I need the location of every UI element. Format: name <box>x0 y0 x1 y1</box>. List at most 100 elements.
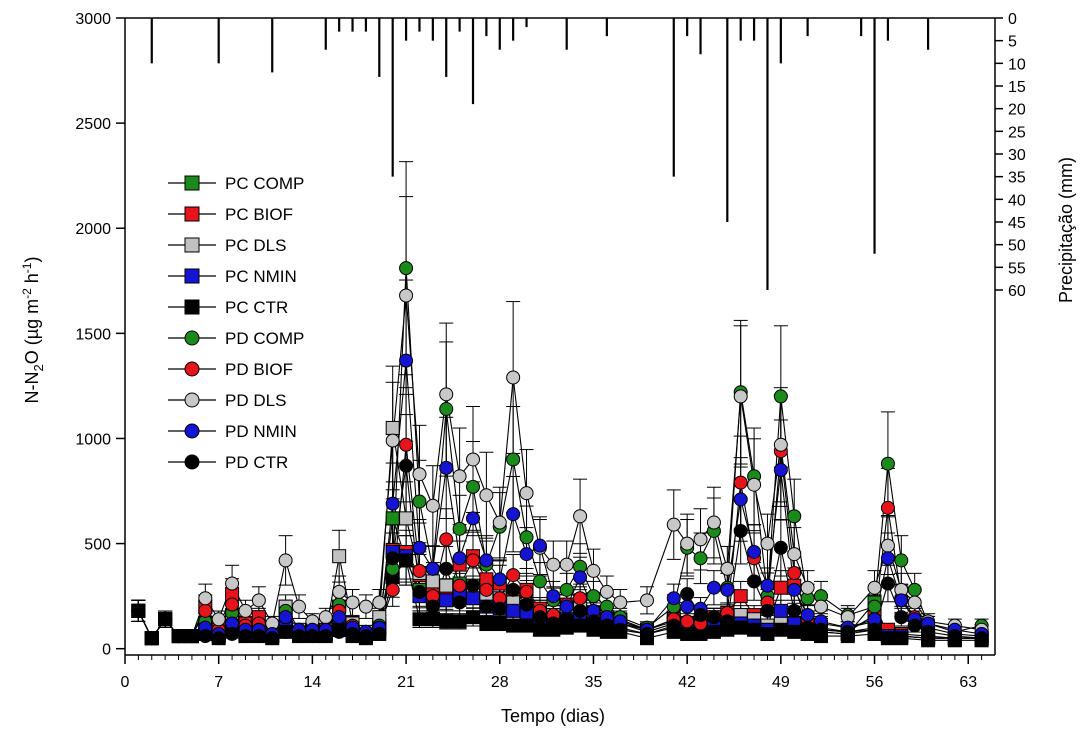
data-point-square <box>773 622 788 637</box>
data-point-square <box>506 618 521 633</box>
data-point-square <box>506 603 521 618</box>
y2-tick-label: 0 <box>1008 11 1017 28</box>
data-point-circle <box>573 591 588 606</box>
data-point-circle <box>546 616 561 631</box>
data-point-circle <box>385 433 400 448</box>
x-tick-label: 35 <box>585 674 603 691</box>
data-point-circle <box>840 624 855 639</box>
y2-tick-label: 5 <box>1008 34 1017 51</box>
legend-label: PC CTR <box>225 298 288 317</box>
y2-tick-label: 50 <box>1008 238 1026 255</box>
data-point-circle <box>225 576 240 591</box>
legend-label: PD COMP <box>225 329 304 348</box>
data-point-circle <box>894 593 909 608</box>
data-point-circle <box>452 521 467 536</box>
data-point-circle <box>800 608 815 623</box>
y-tick-label: 0 <box>102 642 111 659</box>
x-axis-title: Tempo (dias) <box>501 706 605 726</box>
data-point-circle <box>425 498 440 513</box>
data-point-circle <box>479 599 494 614</box>
data-point-circle <box>412 584 427 599</box>
data-point-square <box>519 618 534 633</box>
data-point-circle <box>680 536 695 551</box>
legend-marker-square <box>184 206 200 222</box>
y-tick-label: 2000 <box>75 221 111 238</box>
data-point-square <box>425 612 440 627</box>
x-tick-label: 0 <box>121 674 130 691</box>
data-point-circle <box>720 561 735 576</box>
data-point-circle <box>492 515 507 530</box>
data-point-square <box>680 626 695 641</box>
axes: 0 7 14 21 28 35 42 49 56 630500100015002000250030… <box>75 11 1025 691</box>
data-point-circle <box>814 599 828 614</box>
data-point-circle <box>599 618 614 633</box>
data-point-circle <box>559 612 574 627</box>
data-point-circle <box>225 626 240 641</box>
data-point-circle <box>666 517 681 532</box>
legend-marker-circle <box>184 392 200 408</box>
data-point-circle <box>358 629 373 644</box>
legend-marker-circle <box>184 423 200 439</box>
data-point-circle <box>733 492 748 507</box>
data-point-circle <box>733 475 748 490</box>
data-point-circle <box>399 353 414 368</box>
data-point-circle <box>519 547 534 562</box>
data-point-circle <box>747 544 762 559</box>
x-tick-label: 42 <box>678 674 696 691</box>
data-point-circle <box>787 547 802 562</box>
data-point-circle <box>693 551 708 566</box>
data-point-circle <box>760 536 775 551</box>
data-point-circle <box>439 460 454 475</box>
data-point-circle <box>800 580 815 595</box>
data-point-circle <box>532 574 547 589</box>
data-point-circle <box>466 511 480 526</box>
data-point-circle <box>613 622 628 637</box>
y2-tick-label: 40 <box>1008 192 1026 209</box>
data-point-circle <box>880 456 895 471</box>
data-point-circle <box>278 610 293 625</box>
data-point-circle <box>466 452 480 467</box>
data-point-circle <box>171 629 186 644</box>
data-point-circle <box>399 437 414 452</box>
data-point-circle <box>385 582 400 597</box>
data-point-circle <box>506 452 521 467</box>
data-point-circle <box>706 515 721 530</box>
data-point-circle <box>506 582 521 597</box>
x-tick-label: 7 <box>214 674 223 691</box>
y2-tick-label: 35 <box>1008 170 1026 187</box>
y2-axis-title: Precipitação (mm) <box>1056 157 1076 303</box>
legend: PC COMP PC BIOF PC DLS PC NMIN PC CTR PD COMP… <box>168 174 304 472</box>
data-point-circle <box>773 389 788 404</box>
data-point-circle <box>519 530 534 545</box>
data-point-circle <box>586 614 601 629</box>
data-point-square <box>466 610 480 625</box>
data-point-square <box>894 631 909 646</box>
data-point-circle <box>238 603 253 618</box>
data-point-circle <box>198 591 213 606</box>
data-point-circle <box>466 578 480 593</box>
data-point-circle <box>907 582 922 597</box>
data-point-circle <box>412 494 427 509</box>
legend-label: PC BIOF <box>225 205 293 224</box>
legend-label: PC NMIN <box>225 267 297 286</box>
data-point-circle <box>894 553 909 568</box>
data-point-circle <box>586 563 601 578</box>
data-point-circle <box>452 578 467 593</box>
data-point-circle <box>880 551 895 566</box>
data-point-square <box>773 603 788 618</box>
data-point-square <box>399 553 414 568</box>
data-point-circle <box>706 580 721 595</box>
data-point-square <box>880 631 895 646</box>
data-point-circle <box>867 622 882 637</box>
legend-label: PD DLS <box>225 391 286 410</box>
data-point-circle <box>800 620 815 635</box>
data-point-circle <box>947 629 962 644</box>
data-point-circle <box>773 540 788 555</box>
data-point-circle <box>251 629 266 644</box>
data-point-square <box>466 591 480 606</box>
y-tick-label: 500 <box>84 537 111 554</box>
data-point-circle <box>439 532 454 547</box>
data-point-square <box>439 614 454 629</box>
x-tick-label: 21 <box>397 674 415 691</box>
